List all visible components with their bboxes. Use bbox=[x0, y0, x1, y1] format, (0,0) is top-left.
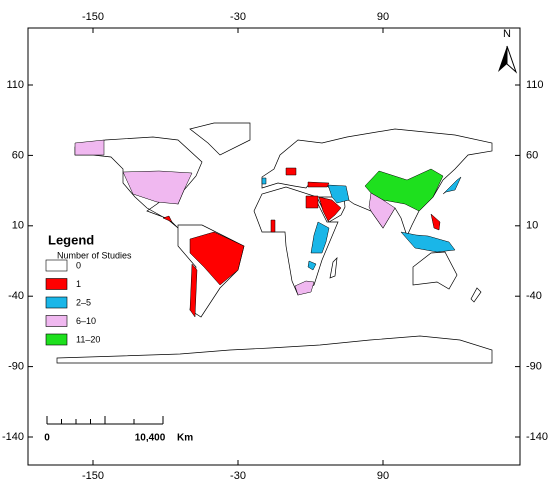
y-tick-label-left: -90 bbox=[8, 361, 24, 373]
antarctica bbox=[56, 335, 493, 364]
legend-subtitle: Number of Studies bbox=[57, 250, 132, 260]
legend-swatch bbox=[45, 296, 68, 309]
y-tick-label-left: 60 bbox=[12, 149, 24, 161]
legend: 0 1 2–5 6–10 11–20 bbox=[45, 259, 100, 346]
study-region bbox=[442, 176, 462, 195]
x-tick-label-bottom: -30 bbox=[230, 470, 246, 482]
greenland bbox=[189, 122, 251, 156]
study-region bbox=[430, 213, 441, 231]
new-zealand bbox=[470, 287, 482, 303]
north-arrow-left bbox=[498, 46, 507, 72]
study-regions bbox=[74, 139, 462, 318]
study-region bbox=[294, 280, 315, 296]
study-region bbox=[307, 181, 330, 188]
y-tick-label-right: -140 bbox=[526, 431, 548, 443]
africa bbox=[253, 186, 339, 296]
study-region bbox=[189, 263, 198, 318]
scale-bar: 0 10,400 Km bbox=[44, 416, 193, 444]
y-tick-label-right: 110 bbox=[526, 79, 544, 91]
scale-start: 0 bbox=[44, 433, 50, 444]
x-tick-label-top: -150 bbox=[82, 11, 104, 23]
study-region bbox=[189, 231, 245, 286]
study-region bbox=[74, 139, 105, 156]
study-region bbox=[318, 196, 342, 222]
y-tick-label-left: -40 bbox=[8, 290, 24, 302]
study-region bbox=[270, 219, 276, 233]
study-region bbox=[122, 170, 193, 205]
y-tick-label-right: 10 bbox=[526, 220, 538, 232]
x-tick-label-bottom: 90 bbox=[377, 470, 389, 482]
study-region bbox=[261, 177, 267, 185]
study-region bbox=[400, 231, 456, 253]
legend-label: 2–5 bbox=[76, 297, 91, 307]
legend-swatch bbox=[45, 333, 68, 346]
legend-label: 0 bbox=[76, 260, 81, 270]
x-tick-label-bottom: -150 bbox=[82, 470, 104, 482]
study-region bbox=[307, 260, 317, 271]
y-tick-label-right: -90 bbox=[526, 361, 542, 373]
y-tick-label-left: 10 bbox=[12, 220, 24, 232]
y-tick-label-right: 60 bbox=[526, 149, 538, 161]
legend-label: 11–20 bbox=[76, 334, 100, 344]
study-region bbox=[310, 221, 330, 254]
legend-title: Legend bbox=[48, 232, 94, 247]
study-region bbox=[327, 184, 350, 204]
legend-swatch bbox=[45, 278, 68, 290]
study-region bbox=[162, 215, 173, 223]
legend-label: 1 bbox=[76, 279, 81, 289]
legend-label: 6–10 bbox=[76, 316, 96, 326]
australia bbox=[412, 251, 458, 290]
north-label: N bbox=[503, 28, 511, 40]
study-region bbox=[285, 167, 297, 176]
study-region bbox=[368, 192, 396, 229]
madagascar bbox=[329, 257, 338, 279]
legend-swatch bbox=[45, 259, 68, 272]
y-tick-label-right: -40 bbox=[526, 290, 542, 302]
x-tick-label-top: -30 bbox=[230, 11, 246, 23]
y-tick-label-left: 110 bbox=[6, 79, 24, 91]
scale-unit: Km bbox=[177, 433, 193, 444]
x-tick-label-top: 90 bbox=[377, 11, 389, 23]
y-tick-label-left: -140 bbox=[2, 431, 24, 443]
north-arrow: N bbox=[498, 28, 518, 74]
north-arrow-right bbox=[506, 45, 518, 74]
scale-end: 10,400 bbox=[135, 433, 166, 444]
study-region bbox=[305, 195, 319, 209]
legend-swatch bbox=[45, 315, 68, 327]
